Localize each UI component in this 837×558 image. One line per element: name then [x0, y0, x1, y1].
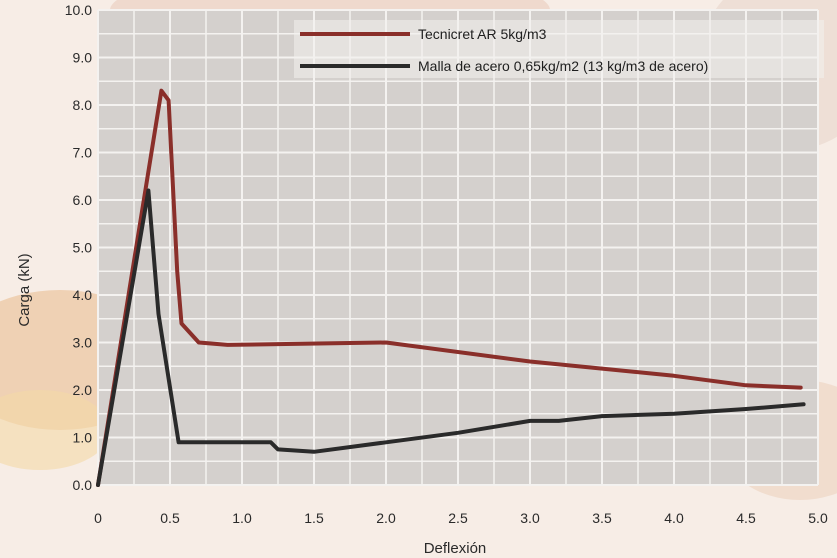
x-tick-label: 2.0	[376, 510, 396, 526]
x-tick-label: 4.5	[736, 510, 756, 526]
x-axis-title: Deflexión	[424, 540, 487, 557]
y-tick-label: 5.0	[73, 240, 93, 256]
series-line-1	[96, 188, 806, 487]
x-tick-label: 1.0	[232, 510, 252, 526]
x-tick-label: 1.5	[304, 510, 324, 526]
y-tick-label: 7.0	[73, 145, 93, 161]
series-line-0	[96, 88, 803, 487]
y-tick-label: 0.0	[73, 477, 93, 493]
legend-background	[294, 20, 824, 78]
x-tick-label: 3.0	[520, 510, 540, 526]
y-tick-label: 1.0	[73, 430, 93, 446]
x-tick-label: 5.0	[808, 510, 828, 526]
x-tick-label: 2.5	[448, 510, 468, 526]
series-layer	[96, 88, 806, 487]
x-tick-label: 3.5	[592, 510, 612, 526]
grid-lines	[97, 9, 819, 486]
legend: Tecnicret AR 5kg/m3 Malla de acero 0,65k…	[294, 20, 824, 78]
x-tick-label: 0	[94, 510, 102, 526]
y-tick-label: 10.0	[65, 2, 92, 18]
y-tick-label: 6.0	[73, 192, 93, 208]
x-tick-labels: 0 0.5 1.0 1.5 2.0 2.5 3.0 3.5 4.0 4.5 5.0	[94, 510, 828, 526]
y-tick-labels: 0.0 1.0 2.0 3.0 4.0 5.0 6.0 7.0 8.0 9.0 10.0	[65, 2, 92, 493]
y-tick-label: 8.0	[73, 97, 93, 113]
y-axis-title: Carga (kN)	[16, 253, 33, 326]
x-tick-label: 0.5	[160, 510, 180, 526]
y-tick-label: 3.0	[73, 335, 93, 351]
y-tick-label: 2.0	[73, 382, 93, 398]
y-tick-label: 9.0	[73, 50, 93, 66]
legend-label-malla: Malla de acero 0,65kg/m2 (13 kg/m3 de ac…	[418, 58, 708, 74]
x-tick-label: 4.0	[664, 510, 684, 526]
y-tick-label: 4.0	[73, 287, 93, 303]
legend-label-tecnicret: Tecnicret AR 5kg/m3	[418, 26, 547, 42]
